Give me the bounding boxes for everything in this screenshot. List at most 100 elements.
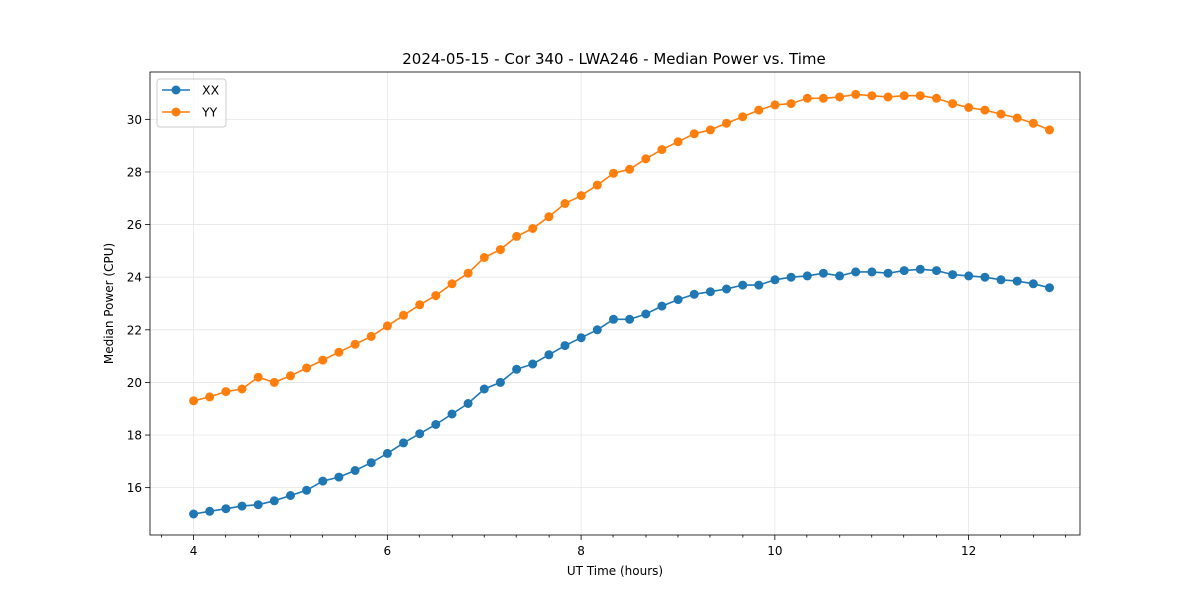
data-point-xx	[818, 268, 828, 278]
data-point-yy	[996, 109, 1006, 119]
data-point-yy	[189, 396, 199, 406]
data-point-xx	[1045, 283, 1054, 293]
x-tick-label: 4	[190, 544, 198, 558]
y-tick-label: 26	[127, 218, 142, 232]
data-point-xx	[592, 325, 602, 335]
data-point-yy	[883, 92, 893, 102]
data-point-xx	[754, 280, 764, 290]
data-point-yy	[415, 300, 425, 310]
data-point-xx	[237, 501, 247, 511]
data-point-yy	[835, 92, 845, 102]
data-point-yy	[851, 89, 861, 99]
data-point-yy	[964, 103, 974, 112]
data-point-yy	[980, 105, 990, 115]
data-point-xx	[495, 377, 505, 387]
chart-title: 2024-05-15 - Cor 340 - LWA246 - Median P…	[402, 50, 826, 68]
data-point-xx	[334, 472, 344, 482]
y-tick-label: 18	[127, 429, 142, 443]
data-point-yy	[560, 199, 570, 208]
data-point-yy	[350, 339, 360, 349]
data-point-xx	[479, 384, 489, 394]
y-tick-label: 28	[127, 165, 142, 179]
legend-label-yy: YY	[201, 105, 218, 120]
data-point-yy	[738, 112, 748, 122]
y-tick-label: 16	[127, 481, 142, 495]
data-point-yy	[463, 268, 473, 278]
axis-ticks: 4 6 8 10 12 16 18 20 22 24 26 28 30	[127, 113, 1066, 558]
data-point-yy	[754, 105, 764, 115]
data-point-xx	[1012, 276, 1022, 286]
data-point-xx	[512, 364, 522, 374]
data-point-yy	[818, 93, 828, 103]
data-point-xx	[835, 271, 845, 281]
data-point-yy	[528, 224, 538, 233]
data-point-xx	[302, 485, 312, 495]
data-point-xx	[770, 275, 780, 285]
data-point-yy	[431, 291, 441, 301]
data-point-xx	[399, 438, 408, 448]
data-point-yy	[609, 168, 618, 178]
data-point-xx	[560, 341, 570, 351]
data-point-yy	[382, 321, 392, 331]
data-point-yy	[221, 387, 231, 397]
data-point-yy	[867, 91, 877, 101]
data-point-xx	[996, 275, 1006, 285]
data-point-xx	[447, 409, 457, 419]
data-point-xx	[431, 420, 441, 429]
data-point-yy	[286, 371, 295, 381]
data-point-xx	[883, 268, 893, 278]
data-point-xx	[318, 476, 328, 486]
data-point-xx	[722, 284, 731, 294]
data-point-yy	[495, 245, 505, 255]
data-point-yy	[705, 125, 715, 135]
data-point-xx	[528, 359, 538, 369]
data-point-yy	[932, 93, 941, 103]
series-yy-line	[193, 93, 1050, 402]
data-point-xx	[544, 350, 554, 360]
data-point-yy	[641, 154, 651, 164]
data-point-xx	[689, 289, 699, 299]
data-point-yy	[205, 392, 215, 402]
y-tick-label: 24	[127, 271, 142, 285]
x-axis-label: UT Time (hours)	[567, 564, 663, 578]
y-tick-label: 20	[127, 376, 142, 390]
data-point-yy	[786, 99, 796, 109]
y-tick-label: 22	[127, 323, 142, 337]
data-point-xx	[350, 466, 360, 475]
data-point-xx	[948, 270, 958, 280]
data-point-xx	[851, 267, 861, 277]
data-point-yy	[899, 91, 909, 101]
data-point-xx	[366, 458, 376, 468]
x-tick-label: 12	[961, 544, 976, 558]
data-point-yy	[770, 100, 780, 110]
data-point-xx	[576, 333, 586, 343]
data-point-yy	[722, 118, 731, 128]
data-point-xx	[899, 266, 909, 276]
data-point-yy	[334, 347, 344, 357]
series-xx	[189, 264, 1054, 519]
data-point-xx	[932, 266, 941, 276]
data-point-yy	[544, 212, 554, 222]
data-point-yy	[948, 99, 958, 109]
data-point-yy	[689, 129, 699, 139]
x-tick-label: 6	[384, 544, 392, 558]
data-point-yy	[657, 145, 667, 155]
data-point-yy	[802, 93, 812, 103]
data-point-yy	[1028, 118, 1038, 128]
data-point-xx	[382, 448, 392, 458]
data-point-yy	[673, 137, 683, 147]
data-point-yy	[512, 231, 522, 241]
data-point-xx	[657, 301, 667, 311]
data-point-xx	[189, 509, 199, 519]
data-point-yy	[318, 355, 328, 365]
legend-label-xx: XX	[202, 83, 220, 98]
data-point-xx	[463, 399, 473, 408]
data-point-xx	[269, 496, 279, 506]
data-point-xx	[738, 280, 748, 290]
data-point-xx	[915, 264, 925, 274]
data-point-yy	[302, 363, 312, 373]
x-tick-label: 10	[767, 544, 782, 558]
data-point-xx	[415, 429, 425, 439]
data-point-xx	[253, 500, 263, 510]
